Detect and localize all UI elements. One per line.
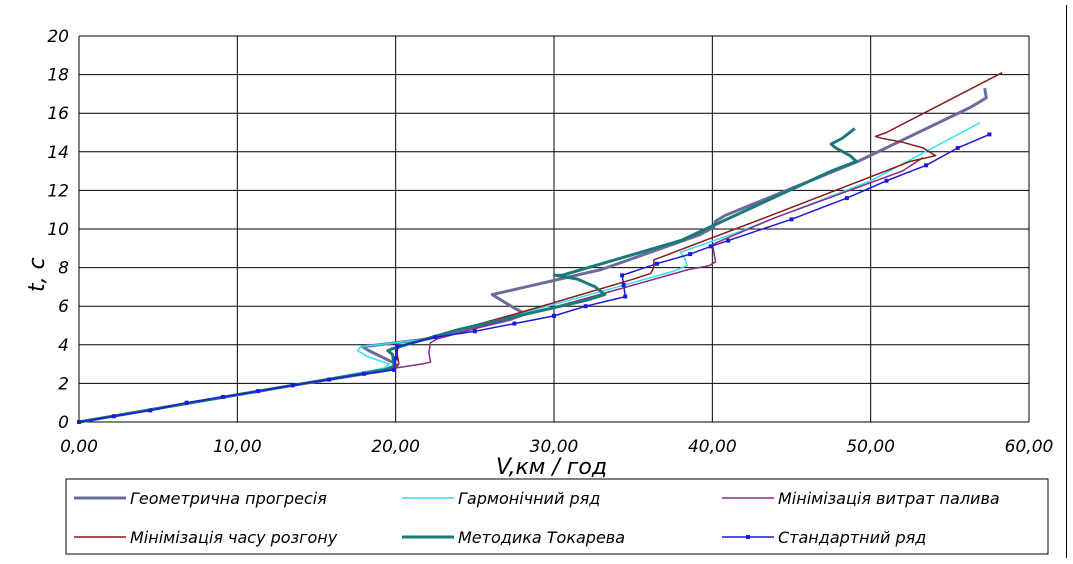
data-point	[221, 394, 226, 399]
data-point	[620, 273, 625, 278]
data-point	[621, 282, 626, 287]
y-tick-label: 4	[58, 336, 69, 356]
data-point	[472, 329, 477, 334]
legend-label: Стандартний ряд	[778, 528, 926, 547]
data-point	[327, 377, 332, 382]
x-tick-label: 60,00	[1005, 437, 1054, 457]
data-point	[955, 145, 960, 150]
data-point	[148, 408, 153, 413]
series-line-4	[78, 72, 1003, 423]
data-point	[924, 163, 929, 168]
data-point	[512, 321, 517, 326]
data-point	[184, 400, 189, 405]
data-point	[789, 217, 794, 222]
data-point	[708, 244, 713, 249]
legend-label: Гармонічний ряд	[458, 489, 600, 508]
legend-marker	[746, 535, 750, 539]
data-point	[583, 304, 588, 309]
y-tick-label: 16	[47, 104, 69, 124]
y-tick-label: 14	[47, 143, 69, 163]
data-point	[395, 344, 400, 349]
y-tick-label: 2	[58, 374, 69, 394]
legend-label: Методика Токарева	[458, 528, 625, 547]
data-point	[77, 420, 81, 424]
data-point	[884, 178, 889, 183]
data-point	[654, 261, 659, 266]
series-line-1	[78, 87, 988, 424]
data-point	[726, 238, 731, 243]
data-point	[393, 356, 398, 361]
y-tick-label: 8	[58, 259, 69, 279]
chart-frame	[7, 5, 1067, 558]
data-point	[433, 335, 438, 340]
y-tick-label: 20	[47, 27, 69, 47]
x-tick-label: 20,00	[371, 437, 420, 457]
y-tick-labels: 0 2 4 6 8 10 12 14 16 18 20	[47, 27, 69, 433]
y-axis-title: t, с	[25, 257, 50, 292]
legend: Геометрична прогресія Гармонічний ряд Міні…	[65, 478, 1049, 555]
x-tick-label: 40,00	[688, 437, 737, 457]
y-tick-label: 0	[58, 413, 69, 433]
x-tick-label: 50,00	[846, 437, 895, 457]
y-tick-label: 6	[58, 297, 69, 317]
data-point	[688, 252, 693, 257]
x-tick-label: 0,00	[60, 437, 98, 457]
series-lines	[77, 72, 1003, 424]
legend-label: Мінімізація витрат палива	[778, 489, 1000, 508]
data-point	[290, 383, 295, 388]
data-point	[392, 367, 397, 372]
data-point	[111, 414, 116, 419]
x-tick-label: 30,00	[530, 437, 579, 457]
data-point	[844, 196, 849, 201]
legend-box	[65, 478, 1049, 555]
y-tick-label: 10	[47, 220, 69, 240]
x-tick-label: 10,00	[213, 437, 262, 457]
data-point	[362, 371, 366, 376]
legend-label: Геометрична прогресія	[130, 489, 327, 508]
data-point	[987, 132, 992, 137]
legend-label: Мінімізація часу розгону	[130, 528, 338, 547]
data-point	[623, 294, 628, 299]
series-line-6	[78, 133, 990, 423]
x-axis-title: V,км / год	[496, 455, 607, 480]
data-point	[255, 389, 260, 394]
grid	[78, 35, 1030, 423]
y-tick-label: 18	[47, 66, 69, 86]
data-point	[552, 313, 556, 318]
series-line-3	[78, 156, 924, 423]
series-line-5	[78, 127, 858, 424]
x-tick-labels: 0,00 10,00 20,00 30,00 40,00 50,00 60,00	[60, 437, 1053, 457]
y-tick-label: 12	[47, 181, 69, 201]
